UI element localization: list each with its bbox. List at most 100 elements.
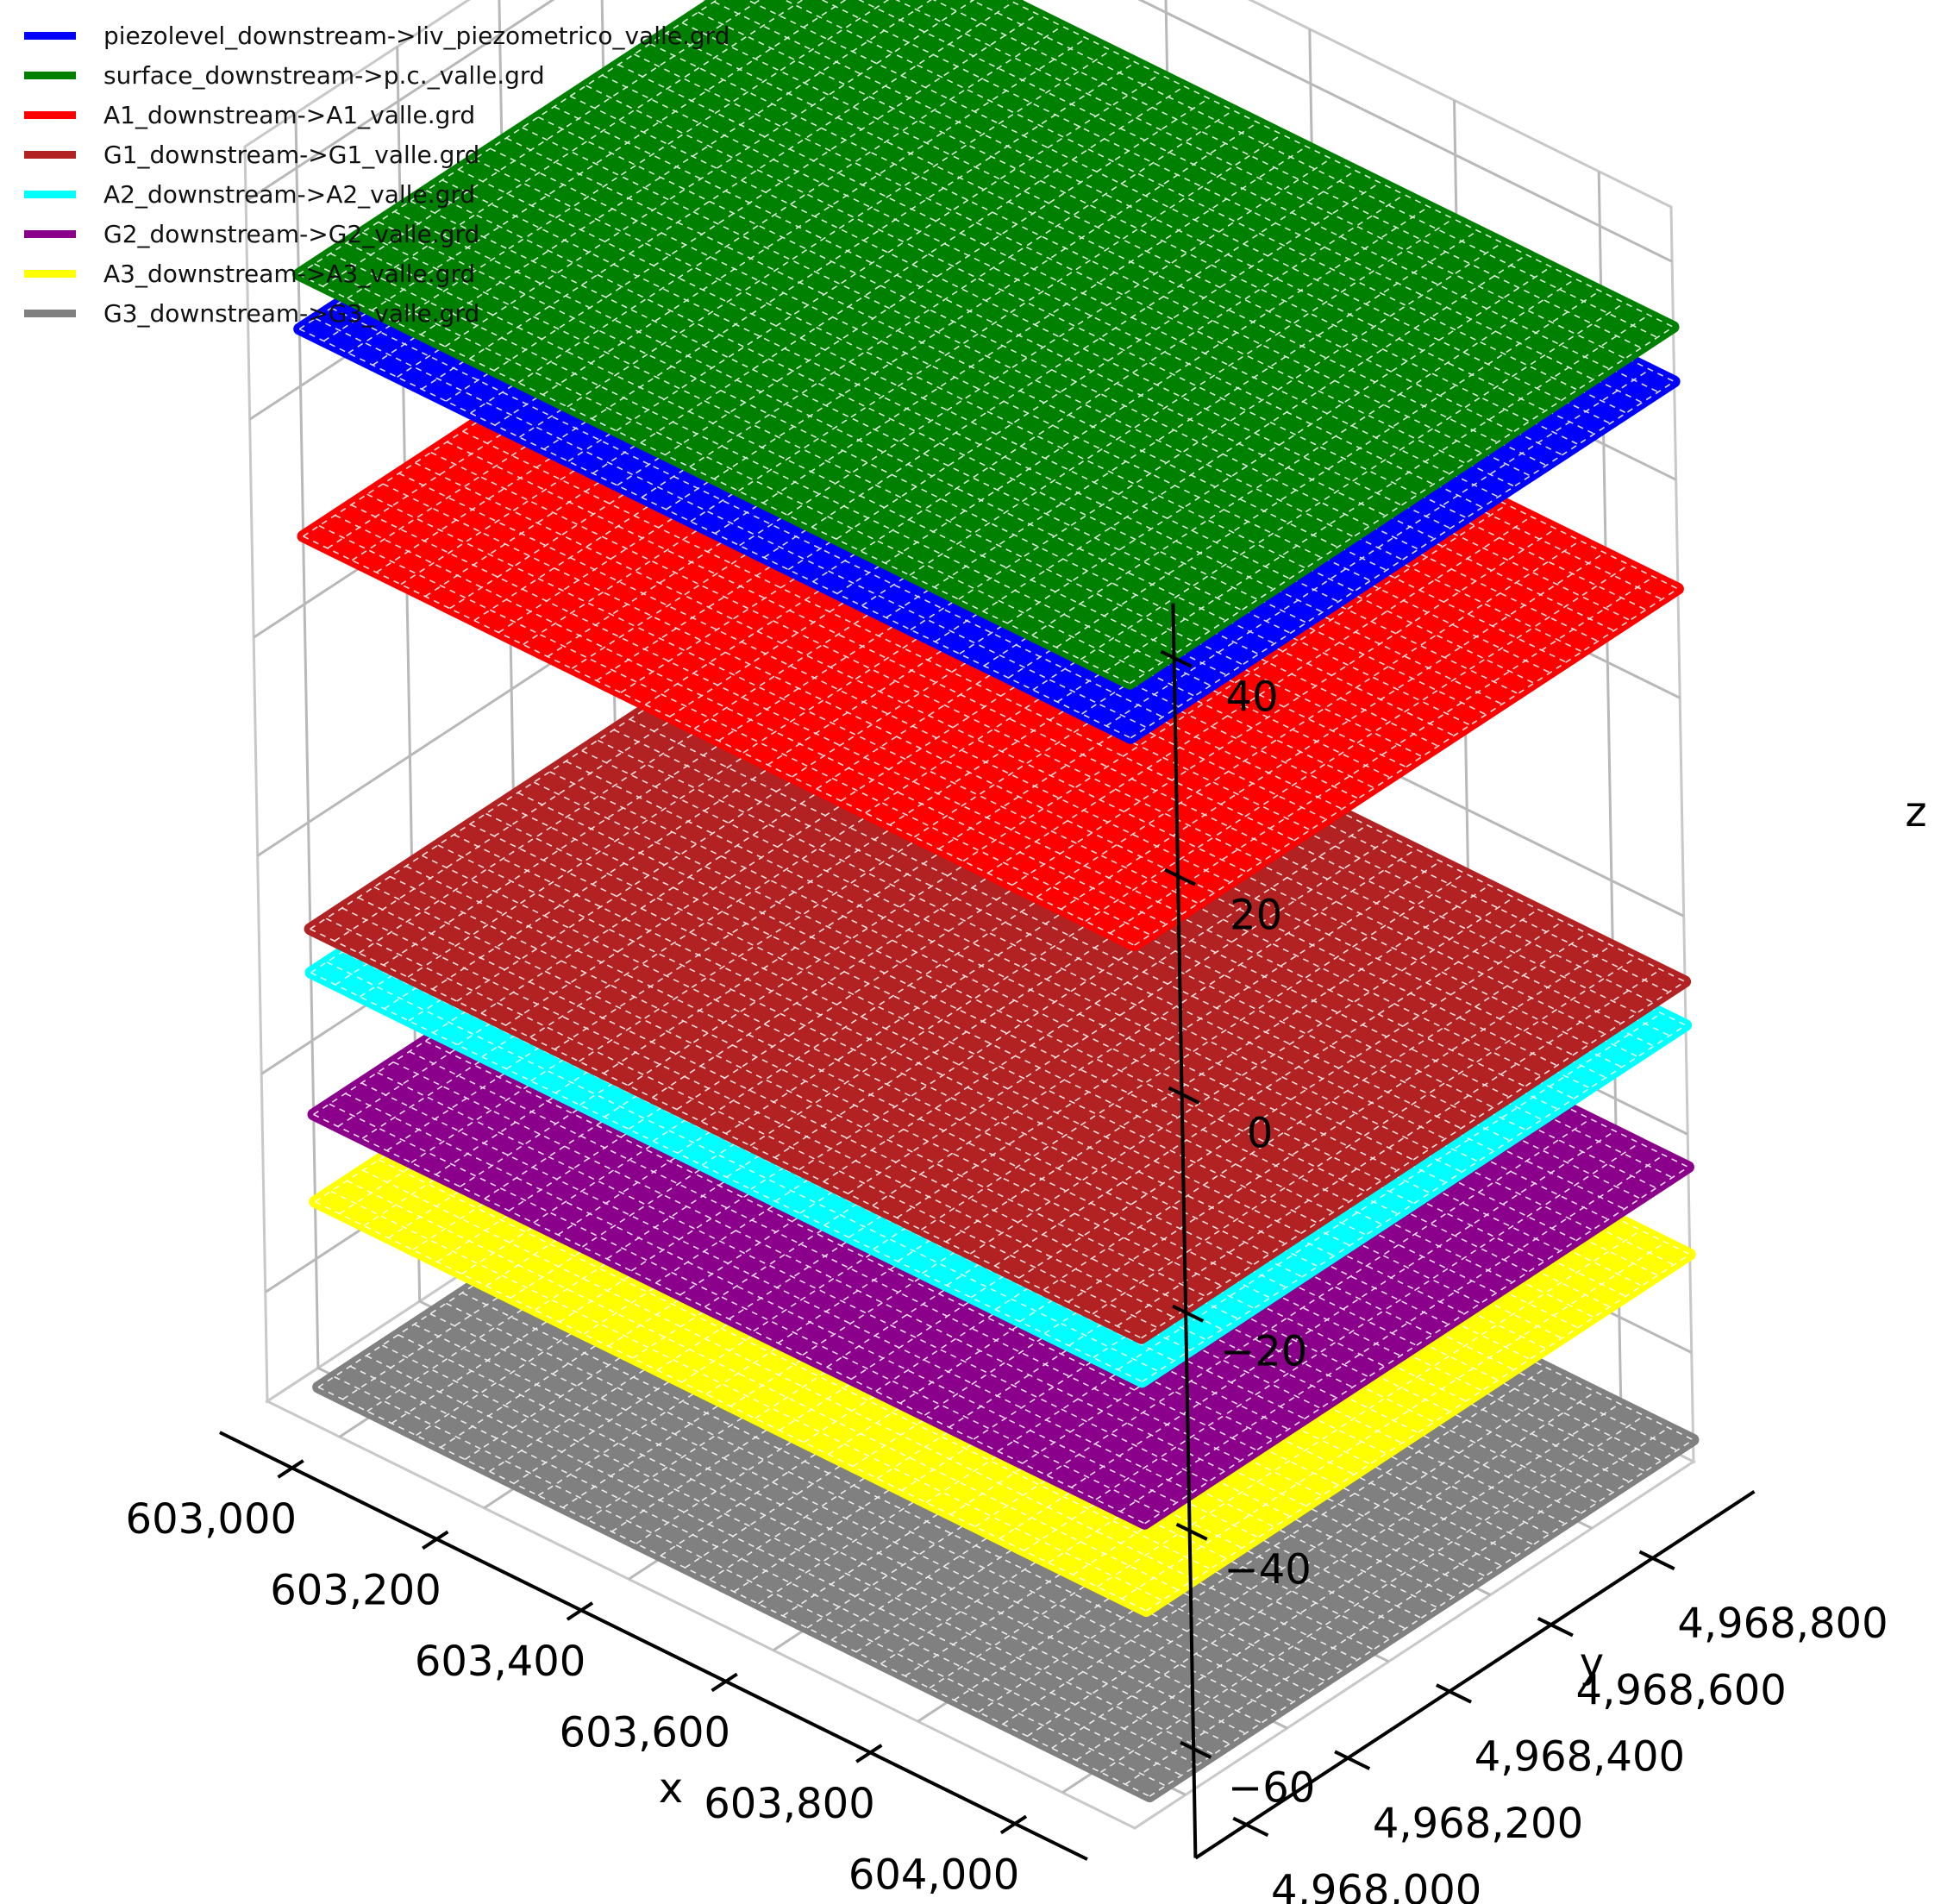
mesh-line [1134, 588, 1679, 946]
mesh-line [836, 182, 1381, 540]
mesh-line [613, 729, 1446, 1140]
z-tick-label: −60 [1228, 1764, 1315, 1813]
mesh-line [420, 0, 932, 335]
mesh-line [361, 231, 1194, 642]
legend-item: A2_downstream->A2_valle.grd [24, 174, 729, 214]
z-axis-title: z [1905, 788, 1926, 836]
mesh-line [334, 1375, 1167, 1787]
y-tick-label: 4,968,400 [1475, 1733, 1685, 1782]
y-axis-tick [1232, 1816, 1269, 1838]
mesh-line [1007, 0, 1674, 328]
mesh-line [896, 861, 1441, 1218]
x-axis-title: x [659, 1764, 683, 1813]
y-axis-title: y [1580, 1639, 1604, 1688]
legend-item: G3_downstream->G3_valle.grd [24, 293, 729, 333]
mesh-line [1109, 576, 1655, 934]
z-axis-tick [1172, 1304, 1205, 1323]
legend-item: A3_downstream->A3_valle.grd [24, 254, 729, 293]
mesh-line [549, 771, 1382, 1182]
mesh-line [446, 1302, 1278, 1713]
mesh-line [1117, 1012, 1662, 1371]
mesh-line [444, 0, 975, 348]
mesh-line [762, 146, 1307, 504]
z-axis-tick [1160, 649, 1193, 668]
y-tick-label: 4,968,000 [1271, 1866, 1481, 1904]
mesh-line [371, 0, 847, 311]
z-tick-label: −40 [1224, 1546, 1312, 1594]
mesh-line [485, 812, 1318, 1224]
mesh-line [329, 1103, 1161, 1514]
mesh-line [958, 241, 1503, 600]
legend-label: surface_downstream->p.c._valle.grd [103, 60, 545, 90]
mesh-line [310, 972, 1143, 1383]
mesh-line [982, 254, 1527, 612]
x-axis-tick [999, 1814, 1028, 1835]
mesh-line [1061, 552, 1606, 911]
legend-swatch [24, 71, 76, 79]
mesh-line [885, 206, 1430, 564]
mesh-line [325, 918, 1158, 1329]
mesh-line [1095, 1142, 1640, 1500]
legend-label: A3_downstream->A3_valle.grd [103, 259, 476, 288]
mesh-line [1006, 266, 1552, 624]
z-tick-label: 20 [1230, 892, 1282, 940]
mesh-line [569, 95, 1402, 506]
mesh-line [649, 42, 1482, 454]
mesh-line [377, 1072, 1210, 1482]
legend-swatch [24, 309, 76, 317]
mesh-line [1121, 1242, 1666, 1600]
mesh-line [820, 0, 1594, 380]
mesh-line [437, 844, 1270, 1256]
mesh-line [424, 1040, 1257, 1451]
mesh-line [969, 0, 1658, 339]
mesh-line [1097, 1230, 1642, 1588]
mesh-line [373, 886, 1206, 1297]
mesh-line [895, 0, 1626, 360]
grid-line-z [245, 0, 1673, 263]
mesh-line [567, 49, 1111, 408]
z-tick-label: −20 [1220, 1328, 1307, 1376]
legend-label: A2_downstream->A2_valle.grd [103, 179, 476, 209]
legend-label: G1_downstream->G1_valle.grd [103, 140, 480, 169]
mesh-line [1144, 1166, 1689, 1525]
y-axis-tick [1435, 1683, 1472, 1704]
mesh-line [921, 873, 1466, 1231]
mesh-line [713, 1, 1546, 412]
mesh-line [994, 908, 1539, 1267]
mesh-line [783, 0, 1578, 391]
mesh-line [473, 158, 1306, 569]
x-axis-tick [277, 1459, 304, 1479]
mesh-line [426, 190, 1258, 601]
legend-item: surface_downstream->p.c._valle.grd [24, 55, 729, 95]
mesh-line [581, 749, 1414, 1161]
mesh-line [848, 836, 1393, 1194]
mesh-line [430, 451, 1263, 862]
z-axis-line [1171, 603, 1198, 1858]
legend-item: G1_downstream->G1_valle.grd [24, 135, 729, 174]
mesh-line [517, 25, 1063, 384]
mesh-line [1002, 1367, 1547, 1726]
mesh-line [909, 217, 1454, 576]
mesh-line [640, 85, 1185, 444]
mesh-line [597, 739, 1430, 1150]
mesh-line [330, 1190, 1163, 1601]
mesh-line [1129, 326, 1674, 685]
mesh-line [689, 110, 1234, 468]
mesh-line [317, 1386, 1150, 1797]
mesh-line [1085, 564, 1630, 922]
mesh-line [1149, 1439, 1694, 1797]
legend-swatch [24, 269, 76, 278]
mesh-line [537, 116, 1370, 527]
mesh-line [1011, 528, 1556, 886]
mesh-line [666, 32, 1498, 443]
mesh-line [1116, 968, 1662, 1327]
mesh-line [811, 170, 1356, 528]
mesh-line [1119, 1154, 1664, 1513]
mesh-line [1071, 1130, 1616, 1488]
mesh-line [1068, 944, 1612, 1303]
mesh-line [969, 896, 1515, 1255]
x-tick-label: 603,000 [126, 1495, 297, 1544]
surface-layers [292, 0, 1700, 1803]
mesh-line [542, 37, 1087, 396]
